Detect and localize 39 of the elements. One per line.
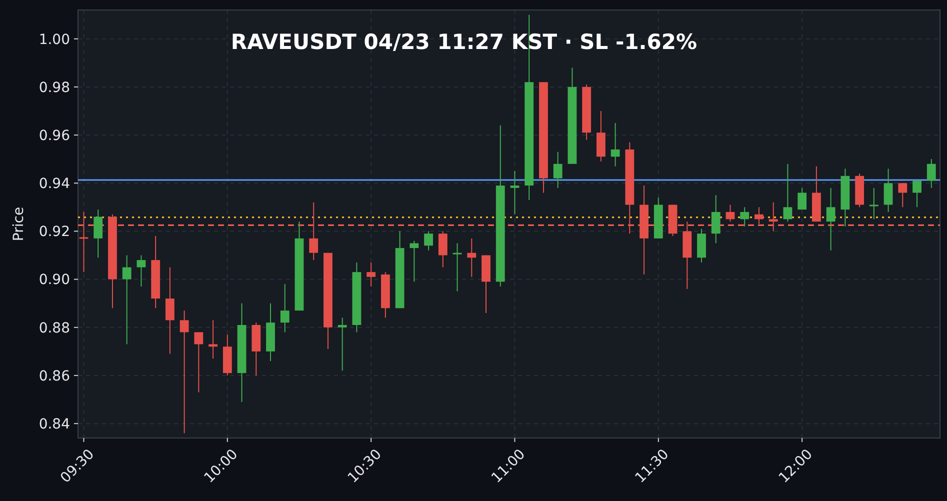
- candlestick: [798, 187, 807, 210]
- candlestick: [740, 206, 750, 227]
- y-tick-label: 0.94: [38, 176, 70, 192]
- candlestick: [122, 254, 132, 345]
- candlestick: [180, 310, 189, 434]
- y-tick-label: 0.88: [38, 320, 70, 336]
- candlestick: [366, 262, 376, 288]
- candlestick: [510, 170, 520, 215]
- candlestick: [553, 151, 562, 188]
- candlestick: [452, 242, 462, 292]
- y-tick-label: 0.96: [38, 128, 70, 144]
- y-axis-title: Price: [11, 206, 27, 242]
- candlestick: [208, 320, 218, 360]
- candlestick: [165, 266, 174, 354]
- candlestick: [438, 230, 448, 268]
- candlestick: [467, 238, 476, 278]
- candlestick: [711, 194, 720, 244]
- candlestick: [726, 204, 735, 222]
- candlestick: [136, 254, 146, 288]
- candlestick: [424, 230, 433, 251]
- candlestick: [884, 168, 893, 212]
- y-tick-label: 0.84: [38, 416, 70, 432]
- candlestick: [410, 240, 419, 282]
- candlestick: [94, 209, 103, 258]
- candlestick: [783, 163, 792, 222]
- y-tick-label: 0.98: [38, 80, 70, 96]
- candlestick: [194, 332, 204, 393]
- candlestick: [338, 317, 347, 372]
- candlestick: [280, 284, 290, 333]
- y-tick-label: 0.92: [38, 224, 70, 240]
- candlestick: [610, 122, 620, 167]
- candlestick: [826, 187, 836, 251]
- y-tick-label: 0.90: [38, 272, 70, 288]
- y-tick-label: 0.86: [38, 368, 70, 384]
- candlestick: [912, 180, 922, 208]
- candlestick: [898, 182, 908, 208]
- candlestick: [869, 187, 878, 220]
- y-tick-label: 1.00: [38, 32, 70, 48]
- candlestick: [926, 158, 936, 188]
